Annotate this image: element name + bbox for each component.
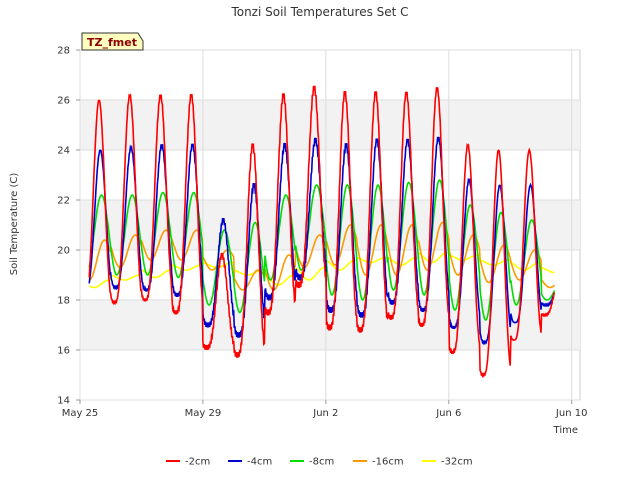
y-axis: 14 16 18 20 22 24 26 28 <box>57 46 80 407</box>
x-axis: May 25 May 29 Jun 2 Jun 6 Jun 10 <box>62 400 588 419</box>
x-tick-label: Jun 2 <box>312 408 338 419</box>
site-badge: TZ_fmet <box>81 32 144 51</box>
legend-label: -32cm <box>441 457 473 468</box>
x-tick-label: May 25 <box>62 408 99 419</box>
y-tick-label: 16 <box>57 346 70 357</box>
series-line-32cm <box>88 251 555 289</box>
x-tick-label: Jun 6 <box>435 408 461 419</box>
legend-label: -16cm <box>372 457 404 468</box>
x-axis-title: Time <box>553 425 578 436</box>
y-tick-label: 14 <box>57 396 70 407</box>
legend-label: -4cm <box>247 457 272 468</box>
badge-box <box>81 32 144 51</box>
plot-background <box>79 49 581 401</box>
x-tick-label: May 29 <box>185 408 222 419</box>
y-tick-label: 18 <box>57 296 70 307</box>
legend: -2cm -4cm -8cm -16cm -32cm <box>166 457 473 468</box>
legend-label: -2cm <box>185 457 210 468</box>
y-tick-label: 24 <box>57 146 70 157</box>
grid-band <box>80 100 580 150</box>
badge-text: TZ_fmet <box>87 36 137 49</box>
series-layer <box>88 85 556 378</box>
y-tick-label: 28 <box>57 46 70 57</box>
y-tick-label: 20 <box>57 246 70 257</box>
y-tick-label: 26 <box>57 96 70 107</box>
y-tick-label: 22 <box>57 196 70 207</box>
y-axis-title: Soil Temperature (C) <box>9 173 20 276</box>
series-line-2cm <box>88 85 556 378</box>
chart-title: Tonzi Soil Temperatures Set C <box>230 5 408 19</box>
legend-label: -8cm <box>309 457 334 468</box>
x-tick-label: Jun 10 <box>555 408 588 419</box>
